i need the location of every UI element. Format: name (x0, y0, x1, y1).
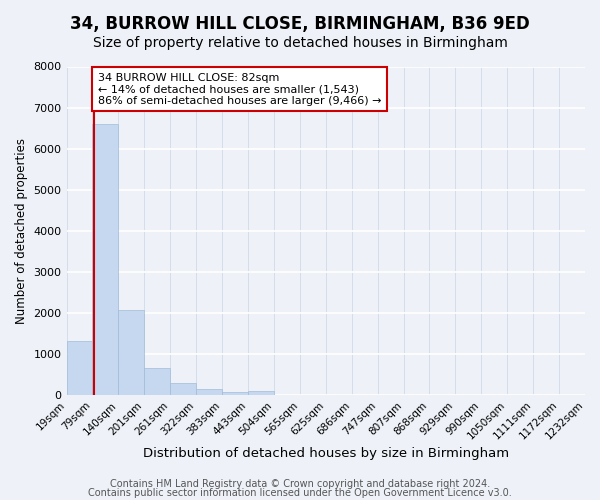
X-axis label: Distribution of detached houses by size in Birmingham: Distribution of detached houses by size … (143, 447, 509, 460)
Text: Contains public sector information licensed under the Open Government Licence v3: Contains public sector information licen… (88, 488, 512, 498)
Bar (92, 124, 118, 395)
Text: Size of property relative to detached houses in Birmingham: Size of property relative to detached ho… (92, 36, 508, 50)
Bar (67, 341, 92, 395)
Text: Contains HM Land Registry data © Crown copyright and database right 2024.: Contains HM Land Registry data © Crown c… (110, 479, 490, 489)
Bar (196, 390, 222, 395)
Text: 34, BURROW HILL CLOSE, BIRMINGHAM, B36 9ED: 34, BURROW HILL CLOSE, BIRMINGHAM, B36 9… (70, 15, 530, 33)
Y-axis label: Number of detached properties: Number of detached properties (15, 138, 28, 324)
Bar (170, 382, 196, 395)
Bar (248, 391, 274, 395)
Bar (222, 392, 248, 395)
Bar (118, 310, 145, 395)
Text: 34 BURROW HILL CLOSE: 82sqm
← 14% of detached houses are smaller (1,543)
86% of : 34 BURROW HILL CLOSE: 82sqm ← 14% of det… (98, 72, 381, 106)
Bar (145, 368, 170, 395)
